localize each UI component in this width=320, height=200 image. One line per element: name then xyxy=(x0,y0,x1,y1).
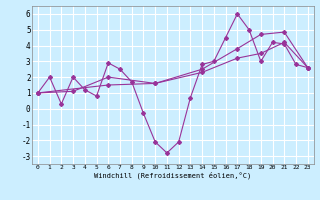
X-axis label: Windchill (Refroidissement éolien,°C): Windchill (Refroidissement éolien,°C) xyxy=(94,172,252,179)
